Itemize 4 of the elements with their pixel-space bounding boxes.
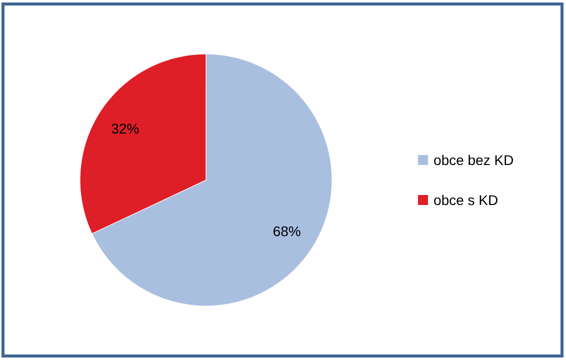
legend-label: obce s KD <box>434 194 498 206</box>
data-label: 68% <box>274 226 300 236</box>
data-label: 32% <box>112 124 139 134</box>
legend-label: obce bez KD <box>434 154 514 166</box>
